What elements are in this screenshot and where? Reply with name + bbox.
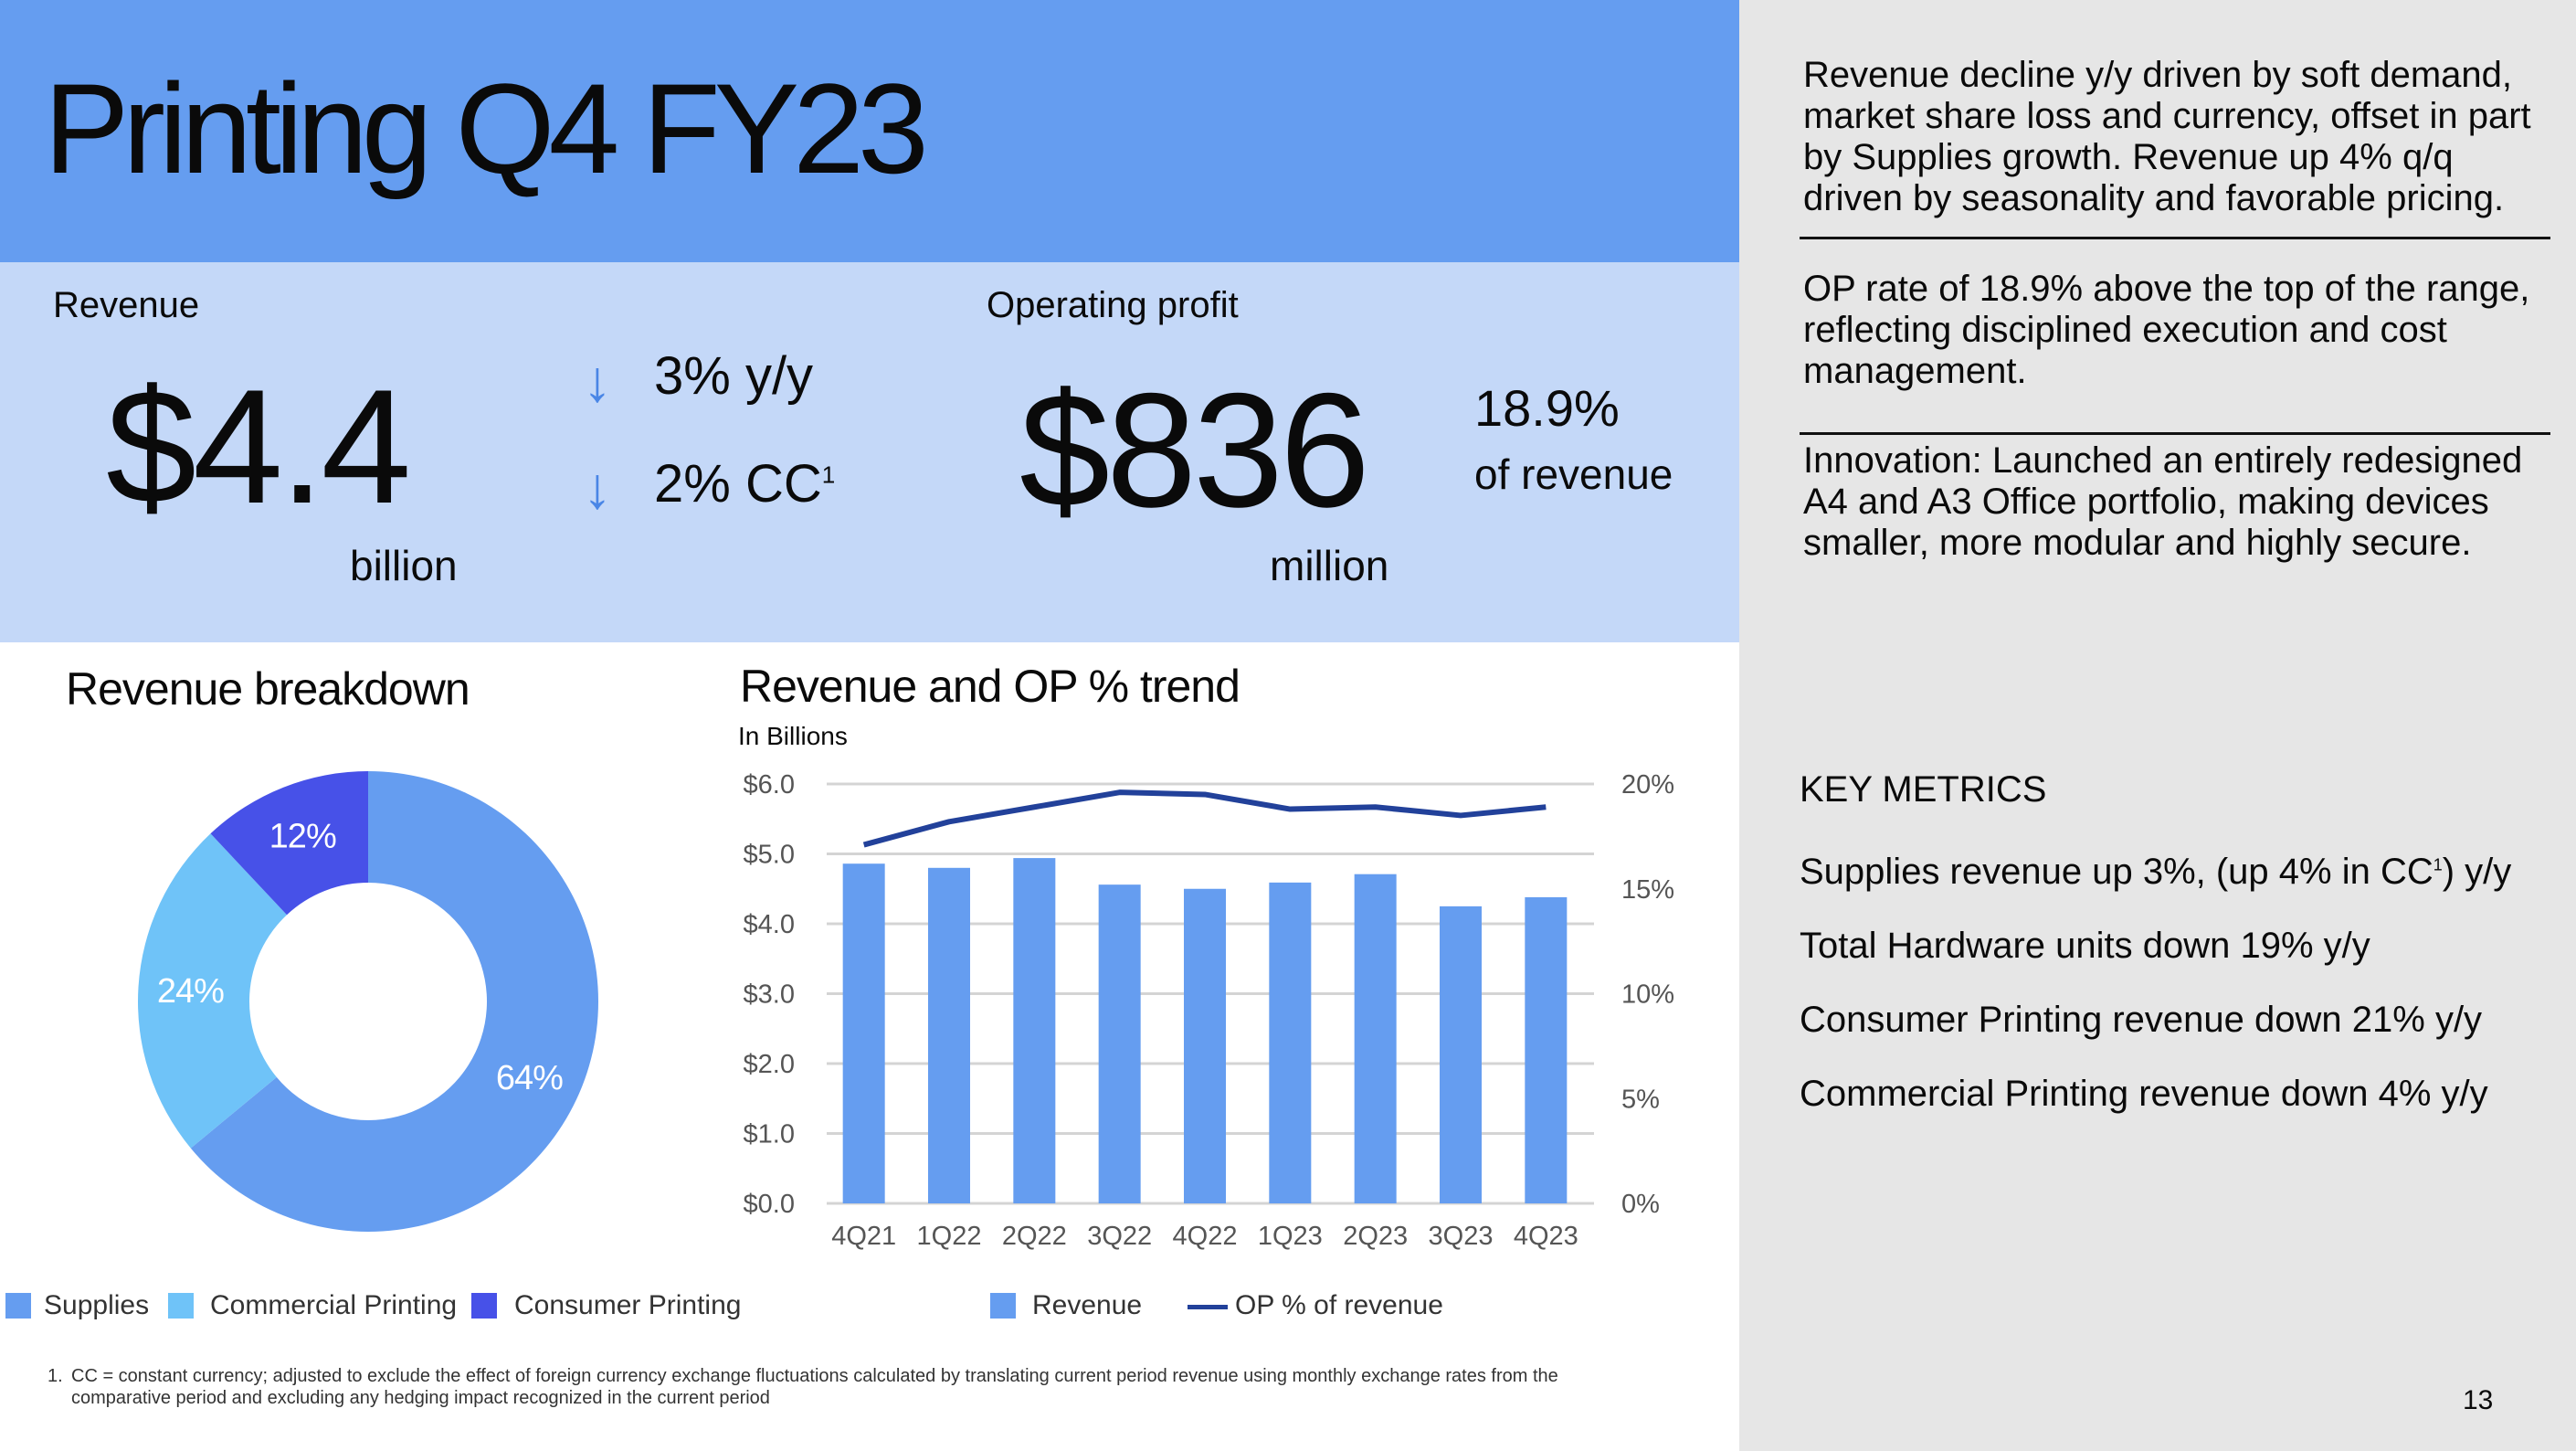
legend-label-op: OP % of revenue — [1235, 1290, 1443, 1320]
x-tick-label: 2Q23 — [1343, 1222, 1408, 1251]
donut-slice — [190, 771, 598, 1232]
legend-label-consumer: Consumer Printing — [514, 1290, 742, 1320]
legend-swatch-consumer — [471, 1293, 497, 1319]
x-tick-label: 4Q21 — [831, 1222, 896, 1251]
trend-chart-title: Revenue and OP % trend — [740, 661, 1240, 712]
legend-label-revenue: Revenue — [1032, 1290, 1143, 1320]
footnote-marker: 1. — [48, 1366, 63, 1386]
donut-slice — [137, 833, 288, 1149]
legend-label-commercial: Commercial Printing — [210, 1290, 458, 1320]
commentary-paragraph: Revenue decline y/y driven by soft deman… — [1803, 55, 2531, 218]
x-tick-label: 3Q23 — [1429, 1222, 1494, 1251]
y2-tick-label: 0% — [1621, 1190, 1660, 1219]
key-metric-item: Supplies revenue up 3%, (up 4% in CC1) y… — [1800, 852, 2512, 892]
revenue-delta-cc: 2% CC1 — [654, 454, 836, 514]
revenue-op-trend-chart: $0.0 $1.0 $2.0 $3.0 $4.0 $5.0 $6.0 0% 5% 10% 15% 20… — [744, 770, 1675, 1251]
footnote: 1. CC = constant currency; adjusted to e… — [48, 1365, 1637, 1408]
donut-slice-label: 12% — [269, 818, 336, 856]
divider — [1800, 432, 2550, 435]
revenue-label: Revenue — [53, 285, 200, 325]
commentary-paragraph: Innovation: Launched an entirely redesig… — [1803, 440, 2523, 563]
x-tick-label: 4Q22 — [1173, 1222, 1238, 1251]
op-rate-label: of revenue — [1474, 450, 1673, 498]
y-tick-label: $3.0 — [744, 980, 795, 1010]
title-banner — [0, 0, 1739, 262]
revenue-unit: billion — [350, 542, 458, 589]
legend-swatch-commercial — [168, 1293, 194, 1319]
y-tick-label: $1.0 — [744, 1120, 795, 1149]
page-number: 13 — [2463, 1385, 2494, 1415]
revenue-bar — [1525, 896, 1568, 1203]
donut-chart: 64% 24% 12% — [137, 771, 598, 1232]
legend-swatch-supplies — [5, 1293, 31, 1319]
revenue-bar — [1184, 888, 1226, 1203]
donut-slice-label: 64% — [496, 1059, 563, 1097]
y2-tick-label: 20% — [1621, 770, 1674, 800]
revenue-delta-yy: 3% y/y — [654, 346, 814, 406]
donut-slice — [210, 771, 368, 916]
donut-chart-title: Revenue breakdown — [66, 663, 470, 715]
x-tick-label: 4Q23 — [1514, 1222, 1578, 1251]
kpi-band — [0, 262, 1739, 642]
footnote-line: comparative period and excluding any hed… — [71, 1388, 770, 1408]
key-metrics-title: KEY METRICS — [1800, 769, 2047, 810]
op-label: Operating profit — [987, 285, 1239, 325]
y-tick-label: $2.0 — [744, 1050, 795, 1079]
revenue-bar — [1354, 874, 1397, 1203]
down-arrow-icon: ↓ — [583, 348, 612, 414]
y2-tick-label: 10% — [1621, 980, 1674, 1010]
revenue-value: $4.4 — [106, 355, 411, 537]
x-tick-label: 2Q22 — [1002, 1222, 1067, 1251]
revenue-bar — [1098, 884, 1141, 1203]
y-tick-label: $5.0 — [744, 841, 795, 870]
op-percent-line — [862, 789, 1547, 848]
revenue-bar — [928, 867, 970, 1203]
y-tick-label: $4.0 — [744, 910, 795, 939]
footnote-line: CC = constant currency; adjusted to excl… — [71, 1366, 1558, 1386]
revenue-bar — [842, 863, 885, 1203]
y2-tick-label: 5% — [1621, 1085, 1660, 1114]
legend-swatch-op-line — [1188, 1305, 1228, 1309]
page-title: Printing Q4 FY23 — [44, 57, 929, 200]
donut-slice-label: 24% — [157, 972, 224, 1011]
key-metric-item: Consumer Printing revenue down 21% y/y — [1800, 1000, 2483, 1040]
revenue-bar — [1013, 858, 1056, 1203]
key-metric-item: Commercial Printing revenue down 4% y/y — [1800, 1074, 2488, 1114]
x-tick-label: 1Q22 — [917, 1222, 982, 1251]
key-metric-item: Total Hardware units down 19% y/y — [1800, 926, 2370, 966]
x-tick-label: 1Q23 — [1258, 1222, 1323, 1251]
op-unit: million — [1270, 542, 1389, 589]
down-arrow-icon: ↓ — [583, 455, 612, 521]
divider — [1800, 237, 2550, 239]
y-tick-label: $0.0 — [744, 1190, 795, 1219]
legend-swatch-revenue — [990, 1293, 1016, 1319]
op-value: $836 — [1019, 359, 1370, 541]
y-tick-label: $6.0 — [744, 770, 795, 800]
trend-chart-subtitle: In Billions — [738, 722, 848, 750]
y2-tick-label: 15% — [1621, 875, 1674, 905]
commentary-paragraph: OP rate of 18.9% above the top of the ra… — [1803, 269, 2530, 391]
legend-label-supplies: Supplies — [44, 1290, 150, 1320]
commentary-panel — [1739, 0, 2576, 1451]
revenue-bar — [1440, 906, 1482, 1203]
x-tick-label: 3Q22 — [1087, 1222, 1152, 1251]
revenue-bar — [1269, 882, 1312, 1203]
op-rate: 18.9% — [1474, 379, 1620, 437]
